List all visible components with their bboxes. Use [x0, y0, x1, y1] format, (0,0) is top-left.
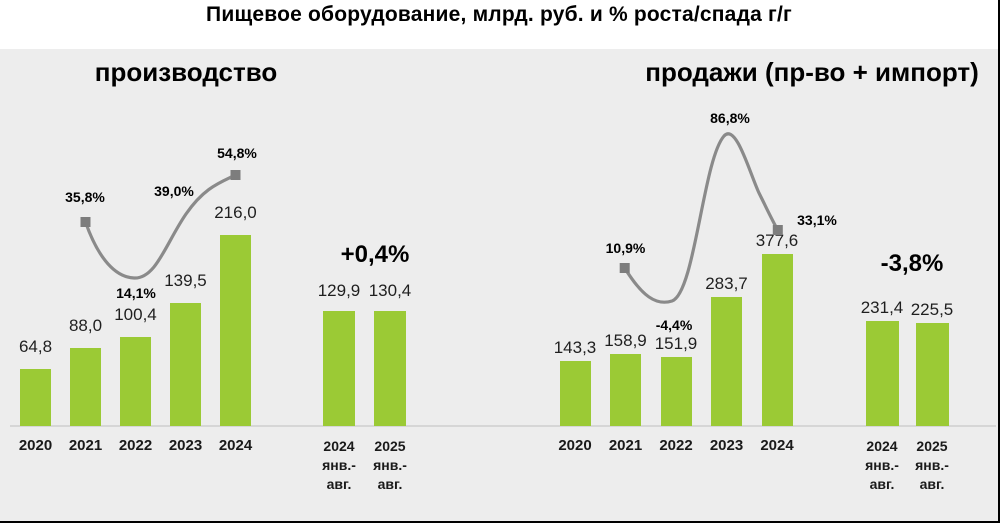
growth-label-sales-2021: 10,9% — [605, 240, 646, 256]
chart-title: Пищевое оборудование, млрд. руб. и % рос… — [206, 3, 792, 26]
bar-production-2022 — [120, 337, 151, 426]
bar-value-production-ytd-2024: 129,9 — [317, 281, 361, 300]
x-tick-sales-ytd-2025-line2: авг. — [919, 476, 945, 492]
bar-sales-2024 — [761, 254, 793, 426]
right-panel-title: продажи (пр-во + импорт) — [645, 57, 979, 87]
bar-sales-ytd-2024 — [865, 321, 899, 426]
x-tick-sales-2020: 2020 — [558, 437, 592, 454]
x-tick-sales-2022: 2022 — [659, 437, 693, 454]
bar-sales-2022 — [660, 357, 692, 426]
x-tick-sales-2024: 2024 — [760, 437, 794, 454]
x-tick-production-ytd-2025-line0: 2025 — [374, 438, 406, 454]
bar-sales-2023 — [711, 297, 742, 426]
x-tick-sales-ytd-2024-line0: 2024 — [866, 438, 898, 454]
bar-value-sales-ytd-2024: 231,4 — [860, 298, 904, 317]
x-tick-sales-ytd-2025-line0: 2025 — [916, 438, 948, 454]
bar-value-production-2020: 64,8 — [18, 337, 53, 356]
bar-value-production-2022: 100,4 — [114, 305, 157, 324]
bar-value-production-2024: 216,0 — [214, 203, 257, 222]
x-tick-production-ytd-2024-line2: авг. — [326, 476, 352, 492]
bar-production-2024 — [220, 235, 251, 426]
x-tick-sales-ytd-2025-line1: янв.- — [915, 457, 949, 473]
x-tick-sales-ytd-2024-line2: авг. — [869, 476, 895, 492]
bar-production-2021 — [70, 348, 101, 426]
bar-sales-ytd-2025 — [915, 323, 949, 426]
bar-value-sales-2024: 377,6 — [755, 231, 799, 250]
x-tick-sales-2021: 2021 — [608, 437, 643, 454]
x-tick-production-ytd-2025-line2: авг. — [377, 476, 403, 492]
bar-value-production-ytd-2025: 130,4 — [368, 281, 412, 300]
bar-value-sales-2023: 283,7 — [705, 274, 748, 293]
bar-sales-2021 — [610, 354, 641, 426]
bar-value-production-2021: 88,0 — [68, 316, 103, 335]
growth-label-production-2021: 35,8% — [65, 189, 105, 205]
growth-label-sales-2024: 33,1% — [797, 212, 837, 228]
growth-label-production-2023: 39,0% — [154, 183, 194, 199]
ytd-delta-production: +0,4% — [340, 241, 410, 268]
bar-production-2023 — [170, 303, 201, 426]
bar-value-sales-2022: 151,9 — [654, 334, 698, 353]
x-tick-production-ytd-2024-line1: янв.- — [322, 457, 356, 473]
x-tick-production-ytd-2025-line1: янв.- — [373, 457, 407, 473]
x-tick-production-ytd-2024-line0: 2024 — [323, 438, 355, 454]
growth-label-sales-2023: 86,8% — [710, 110, 750, 126]
bar-value-sales-2021: 158,9 — [604, 331, 647, 350]
bar-production-ytd-2024 — [323, 311, 355, 426]
bar-sales-2020 — [559, 361, 591, 426]
growth-label-sales-2022: -4,4% — [655, 317, 693, 333]
x-tick-sales-ytd-2024-line1: янв.- — [865, 457, 899, 473]
x-tick-production-2024: 2024 — [218, 437, 253, 454]
growth-label-production-2022: 14,1% — [116, 285, 156, 301]
bar-production-2020 — [20, 369, 51, 426]
x-tick-production-2021: 2021 — [68, 437, 103, 454]
left-panel-title: производство — [94, 57, 278, 87]
chart-panel-background — [0, 49, 998, 521]
bar-production-ytd-2025 — [374, 311, 406, 426]
growth-label-production-2024: 54,8% — [217, 145, 257, 161]
x-tick-sales-2023: 2023 — [709, 437, 744, 454]
x-tick-production-2022: 2022 — [118, 437, 153, 454]
bar-value-sales-ytd-2025: 225,5 — [910, 300, 954, 319]
bar-value-sales-2020: 143,3 — [553, 338, 597, 357]
x-tick-production-2023: 2023 — [168, 437, 203, 454]
x-axis-line — [10, 425, 996, 427]
ytd-delta-sales: -3,8% — [880, 250, 944, 277]
x-tick-production-2020: 2020 — [18, 437, 53, 454]
